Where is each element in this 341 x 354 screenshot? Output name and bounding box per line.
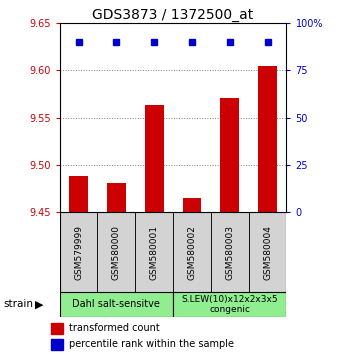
Bar [60, 292, 173, 317]
Bar [258, 65, 277, 212]
Text: strain: strain [3, 299, 33, 309]
Text: GSM580003: GSM580003 [225, 225, 234, 280]
Text: transformed count: transformed count [69, 323, 160, 333]
Bar [69, 176, 88, 212]
Text: GSM580002: GSM580002 [188, 225, 196, 280]
Bar [98, 212, 135, 292]
Bar [135, 212, 173, 292]
Bar [50, 323, 63, 334]
Text: S.LEW(10)x12x2x3x5
congenic: S.LEW(10)x12x2x3x5 congenic [181, 295, 278, 314]
Bar [173, 292, 286, 317]
Bar [173, 212, 211, 292]
Text: percentile rank within the sample: percentile rank within the sample [69, 339, 234, 349]
Bar [182, 198, 202, 212]
Text: Dahl salt-sensitve: Dahl salt-sensitve [72, 299, 160, 309]
Text: ▶: ▶ [35, 299, 43, 309]
Title: GDS3873 / 1372500_at: GDS3873 / 1372500_at [92, 8, 254, 22]
Text: GSM580001: GSM580001 [150, 225, 159, 280]
Bar [107, 183, 126, 212]
Text: GSM580000: GSM580000 [112, 225, 121, 280]
Bar [60, 212, 98, 292]
Bar [50, 339, 63, 349]
Bar [211, 212, 249, 292]
Text: GSM579999: GSM579999 [74, 225, 83, 280]
Text: GSM580004: GSM580004 [263, 225, 272, 280]
Bar [145, 105, 164, 212]
Bar [249, 212, 286, 292]
Bar [220, 98, 239, 212]
